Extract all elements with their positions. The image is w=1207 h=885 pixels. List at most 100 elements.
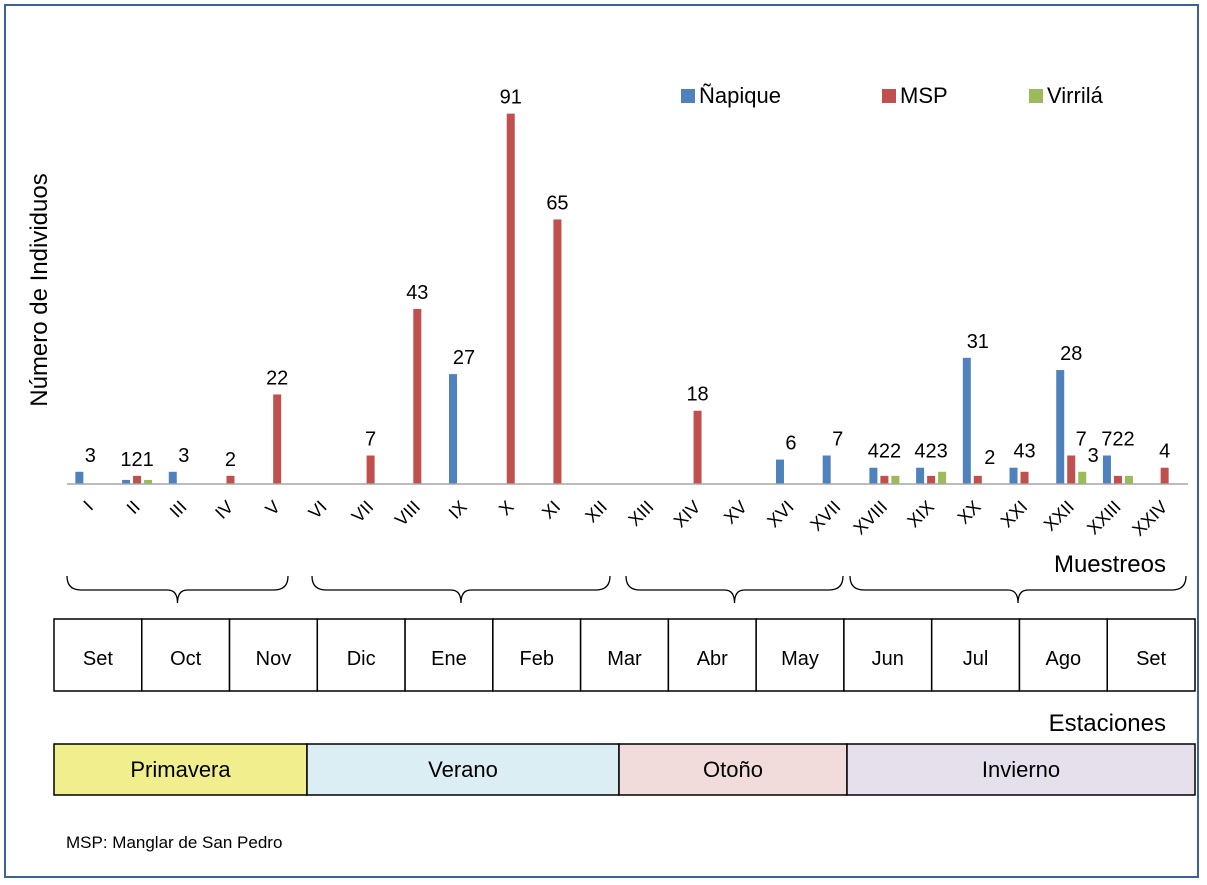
bar-apique-XVI [775,459,784,484]
bar-msp-XVIII [880,475,889,484]
month-cell [492,618,582,692]
x-tick-label: X [495,497,518,520]
bar-apique-XVIII [869,467,878,484]
month-cell [1106,618,1196,692]
month-label: Ene [431,648,467,670]
month-cell [667,618,757,692]
season-brace [311,575,611,604]
month-cell [316,618,406,692]
month-label: Ago [1046,648,1082,670]
bar-virril-XXII [1078,471,1087,484]
bar-msp-XX [973,475,982,484]
month-cell [404,618,494,692]
bar-virril-XVIII [891,475,900,484]
data-label: 3 [178,445,189,467]
x-axis-title: Muestreos [1054,551,1166,578]
data-label: 22 [266,367,288,389]
bar-msp-VII [366,455,375,484]
x-tick-label: XXI [997,497,1032,532]
data-label: 121 [120,449,153,471]
y-axis-title: Número de Individuos [26,173,53,406]
x-tick-label: XI [538,497,564,523]
x-tick-label: VII [348,497,378,527]
bar-virril-II [144,479,153,484]
x-tick-label: IV [211,497,237,523]
month-label: Set [83,648,113,670]
x-tick-label: XV [720,497,751,528]
bar-apique-II [122,479,131,484]
data-label: 7 [1076,429,1087,451]
month-label: Feb [519,648,553,670]
month-cell [53,618,143,692]
bar-msp-V [273,394,282,484]
data-label: 43 [1013,441,1035,463]
season-label: Primavera [130,757,231,782]
x-tick-label: XII [581,497,611,527]
season-cell [618,743,848,796]
x-tick-label: XXIV [1128,497,1171,540]
bar-msp-X [506,113,515,484]
season-label: Otoño [703,757,763,782]
season-brace [849,575,1187,604]
data-label: 7 [832,429,843,451]
bar-msp-VIII [413,308,422,484]
month-label: Abr [697,648,728,670]
bar-apique-IX [449,374,458,484]
legend-label: MSP [900,83,948,108]
bar-msp-XXIII [1113,475,1122,484]
data-label: 27 [453,347,475,369]
month-label: Mar [607,648,642,670]
x-tick-label: I [79,497,97,515]
bar-apique-I [75,471,84,484]
season-cell [306,743,620,796]
x-tick-label: XVII [806,497,844,535]
month-cell [228,618,319,692]
data-label: 423 [914,441,947,463]
bar-msp-XXI [1020,471,1029,484]
bar-apique-XX [962,357,971,484]
data-label: 2 [225,449,236,471]
month-cell [141,618,231,692]
season-brace [66,575,289,604]
bar-msp-XIX [927,475,936,484]
x-tick-label: XX [954,497,985,528]
x-tick-label: VIII [391,497,424,530]
data-label: 28 [1060,343,1082,365]
data-label: 722 [1101,429,1134,451]
data-label: 422 [868,441,901,463]
x-tick-label: XXIII [1083,497,1125,539]
months-title: Estaciones [1049,710,1166,737]
bar-apique-XVII [822,455,831,484]
data-label: 31 [967,331,989,353]
data-label: 7 [365,429,376,451]
month-cell [930,618,1021,692]
legend-label: Virrilá [1047,83,1104,108]
data-label: 65 [546,192,568,214]
month-label: Jul [963,648,989,670]
x-tick-label: XIII [624,497,657,530]
bar-apique-III [168,471,177,484]
bar-apique-XXIII [1102,455,1111,484]
month-cell [843,618,933,692]
x-tick-label: II [123,497,144,518]
data-label: 3 [1088,445,1099,467]
data-label: 43 [406,282,428,304]
month-label: Dic [347,648,376,670]
season-cell [846,743,1196,796]
legend-swatch [882,89,896,103]
x-tick-label: XXII [1040,497,1078,535]
bar-virril-XIX [938,471,947,484]
x-tick-label: XVI [763,497,798,532]
x-tick-label: VI [305,497,331,523]
bar-apique-XIX [916,467,925,484]
month-label: Set [1136,648,1166,670]
season-label: Verano [428,757,498,782]
legend-swatch [1029,89,1043,103]
bar-msp-XI [553,219,562,484]
bar-msp-XIV [693,410,702,484]
data-label: 4 [1159,441,1170,463]
footnote: MSP: Manglar de San Pedro [66,833,282,852]
data-label: 2 [984,447,995,469]
x-tick-label: III [166,497,191,522]
